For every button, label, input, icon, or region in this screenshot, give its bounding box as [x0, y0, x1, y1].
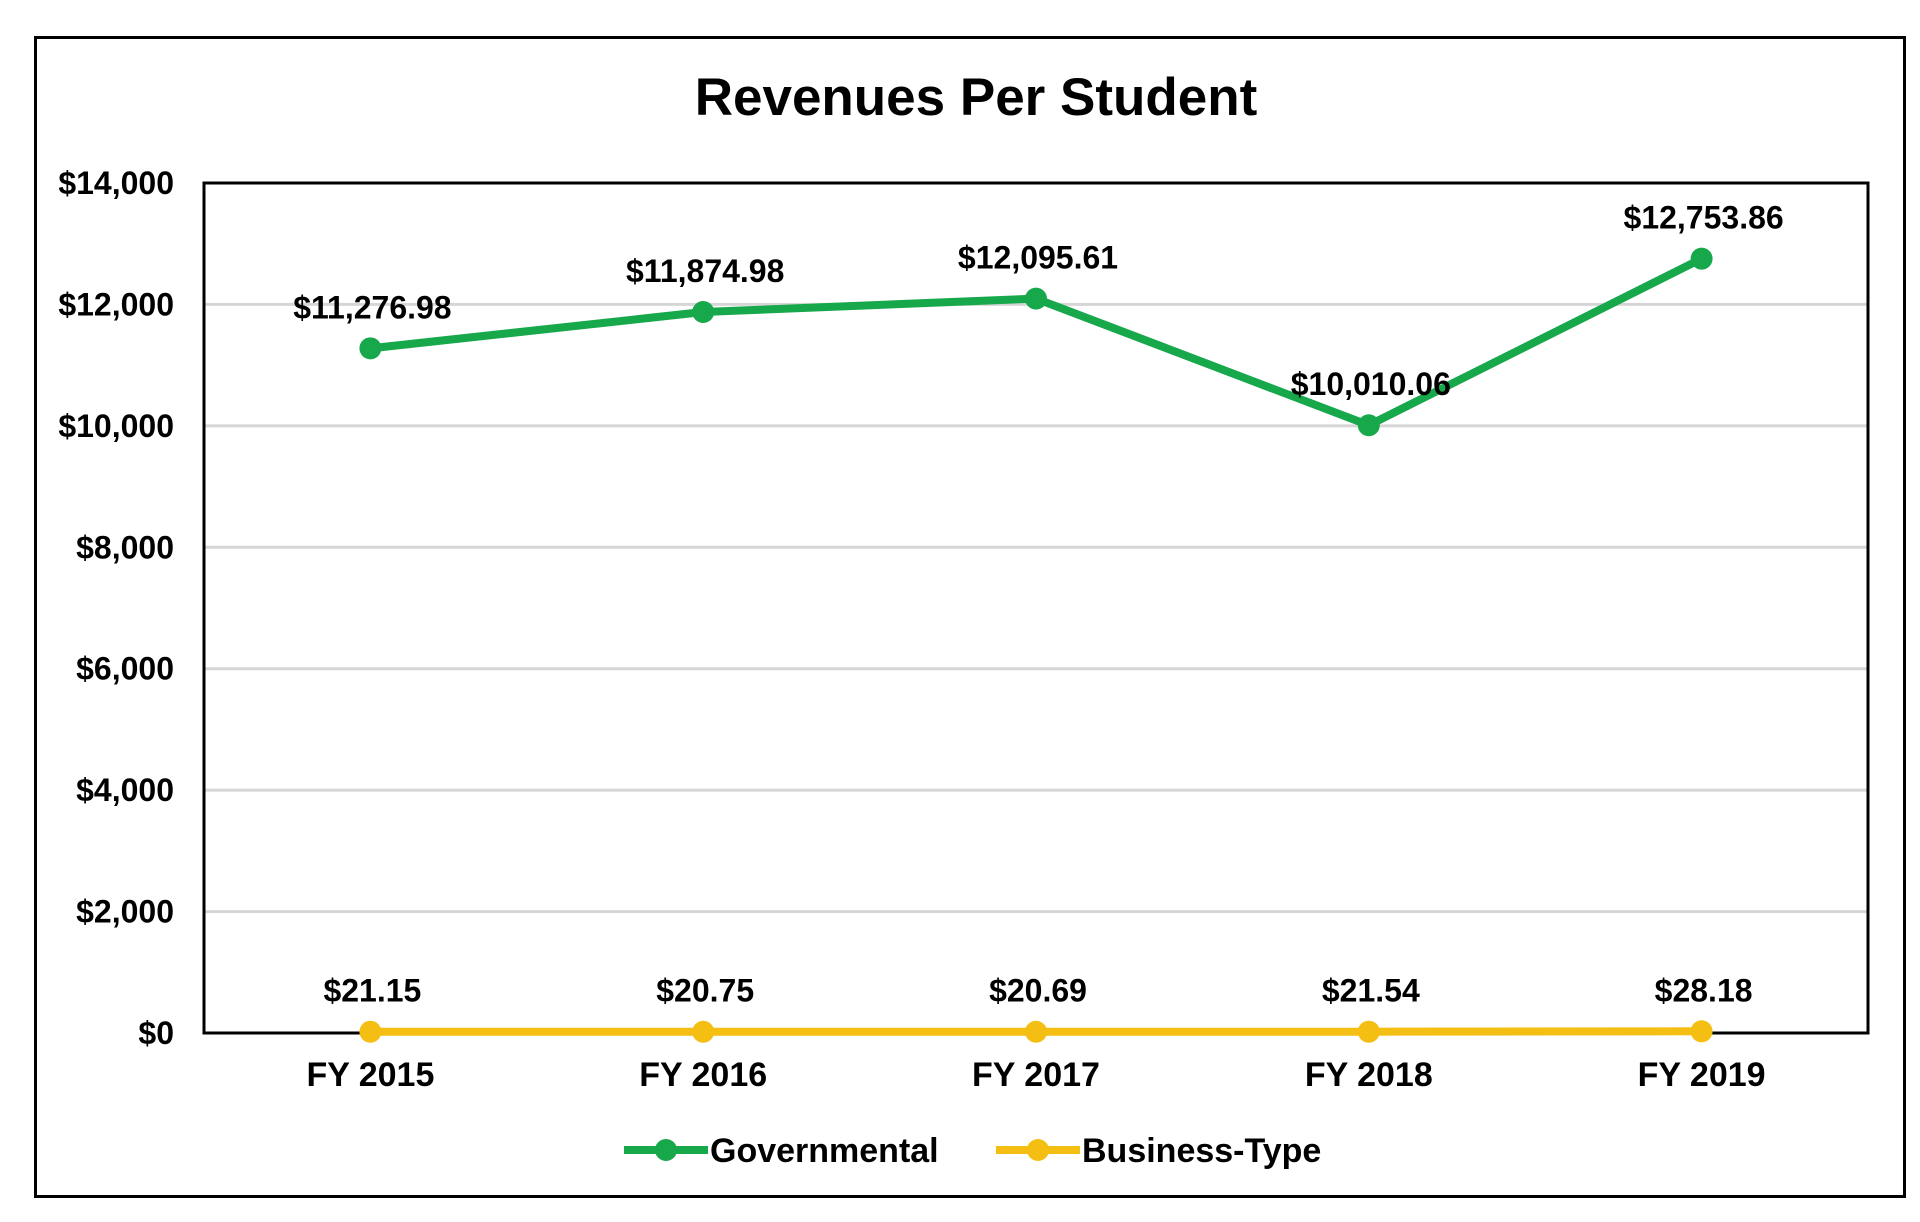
data-label: $12,095.61: [958, 240, 1118, 276]
chart-frame: [34, 36, 1906, 1198]
y-tick-label: $0: [138, 1015, 174, 1051]
series-business-type: $21.15 $20.75 $20.69 $21.54 $28.18: [323, 972, 1753, 1043]
data-label: $12,753.86: [1624, 200, 1784, 236]
x-axis-categories: FY 2015 FY 2016 FY 2017 FY 2018 FY 2019: [306, 1056, 1765, 1094]
legend-label: Business-Type: [1082, 1132, 1321, 1170]
legend: Governmental Business-Type: [624, 1132, 1321, 1170]
series-line: [369, 255, 1704, 430]
data-point: [1357, 414, 1380, 437]
data-point: [692, 301, 715, 324]
data-label: $10,010.06: [1291, 366, 1451, 402]
y-tick-label: $8,000: [76, 529, 174, 565]
legend-swatch-marker: [655, 1139, 677, 1161]
data-label: $21.54: [1322, 973, 1420, 1009]
data-point: [1025, 1020, 1047, 1043]
y-tick-label: $10,000: [58, 408, 174, 444]
series-group: $11,276.98 $11,874.98 $12,095.61 $10,010.06…: [293, 200, 1784, 1043]
data-label: $20.75: [656, 973, 754, 1009]
series-governmental: $11,276.98 $11,874.98 $12,095.61 $10,010.06…: [293, 200, 1784, 437]
plot-area: [202, 181, 1870, 1035]
x-category-label: FY 2015: [306, 1056, 434, 1094]
data-label: $28.18: [1655, 972, 1753, 1008]
x-category-label: FY 2019: [1638, 1056, 1766, 1094]
legend-label: Governmental: [710, 1132, 939, 1170]
data-point: [692, 1020, 715, 1043]
data-label: $11,874.98: [626, 253, 784, 289]
y-tick-label: $2,000: [76, 894, 174, 930]
data-point: [1690, 247, 1713, 270]
legend-item: Business-Type: [996, 1132, 1321, 1170]
data-label: $21.15: [323, 973, 421, 1009]
y-axis-ticks: $0 $2,000 $4,000 $6,000 $8,000 $10,000 $12,000…: [58, 165, 174, 1051]
x-category-label: FY 2018: [1305, 1056, 1433, 1094]
data-label: $11,276.98: [293, 289, 451, 325]
data-point: [359, 1020, 382, 1043]
y-tick-label: $4,000: [76, 772, 174, 808]
grid-lines: [204, 302, 1868, 1035]
y-tick-label: $14,000: [58, 165, 174, 201]
data-point: [359, 337, 382, 360]
data-label: $20.69: [989, 973, 1087, 1009]
x-category-label: FY 2017: [972, 1056, 1100, 1094]
legend-swatch-marker: [1027, 1139, 1049, 1161]
data-point: [1690, 1020, 1713, 1043]
data-point: [1357, 1020, 1380, 1043]
y-tick-label: $6,000: [76, 651, 174, 687]
legend-item: Governmental: [624, 1132, 939, 1170]
chart-title: Revenues Per Student: [695, 68, 1258, 127]
y-tick-label: $12,000: [58, 286, 174, 322]
x-category-label: FY 2016: [639, 1056, 767, 1094]
data-point: [1025, 287, 1047, 310]
